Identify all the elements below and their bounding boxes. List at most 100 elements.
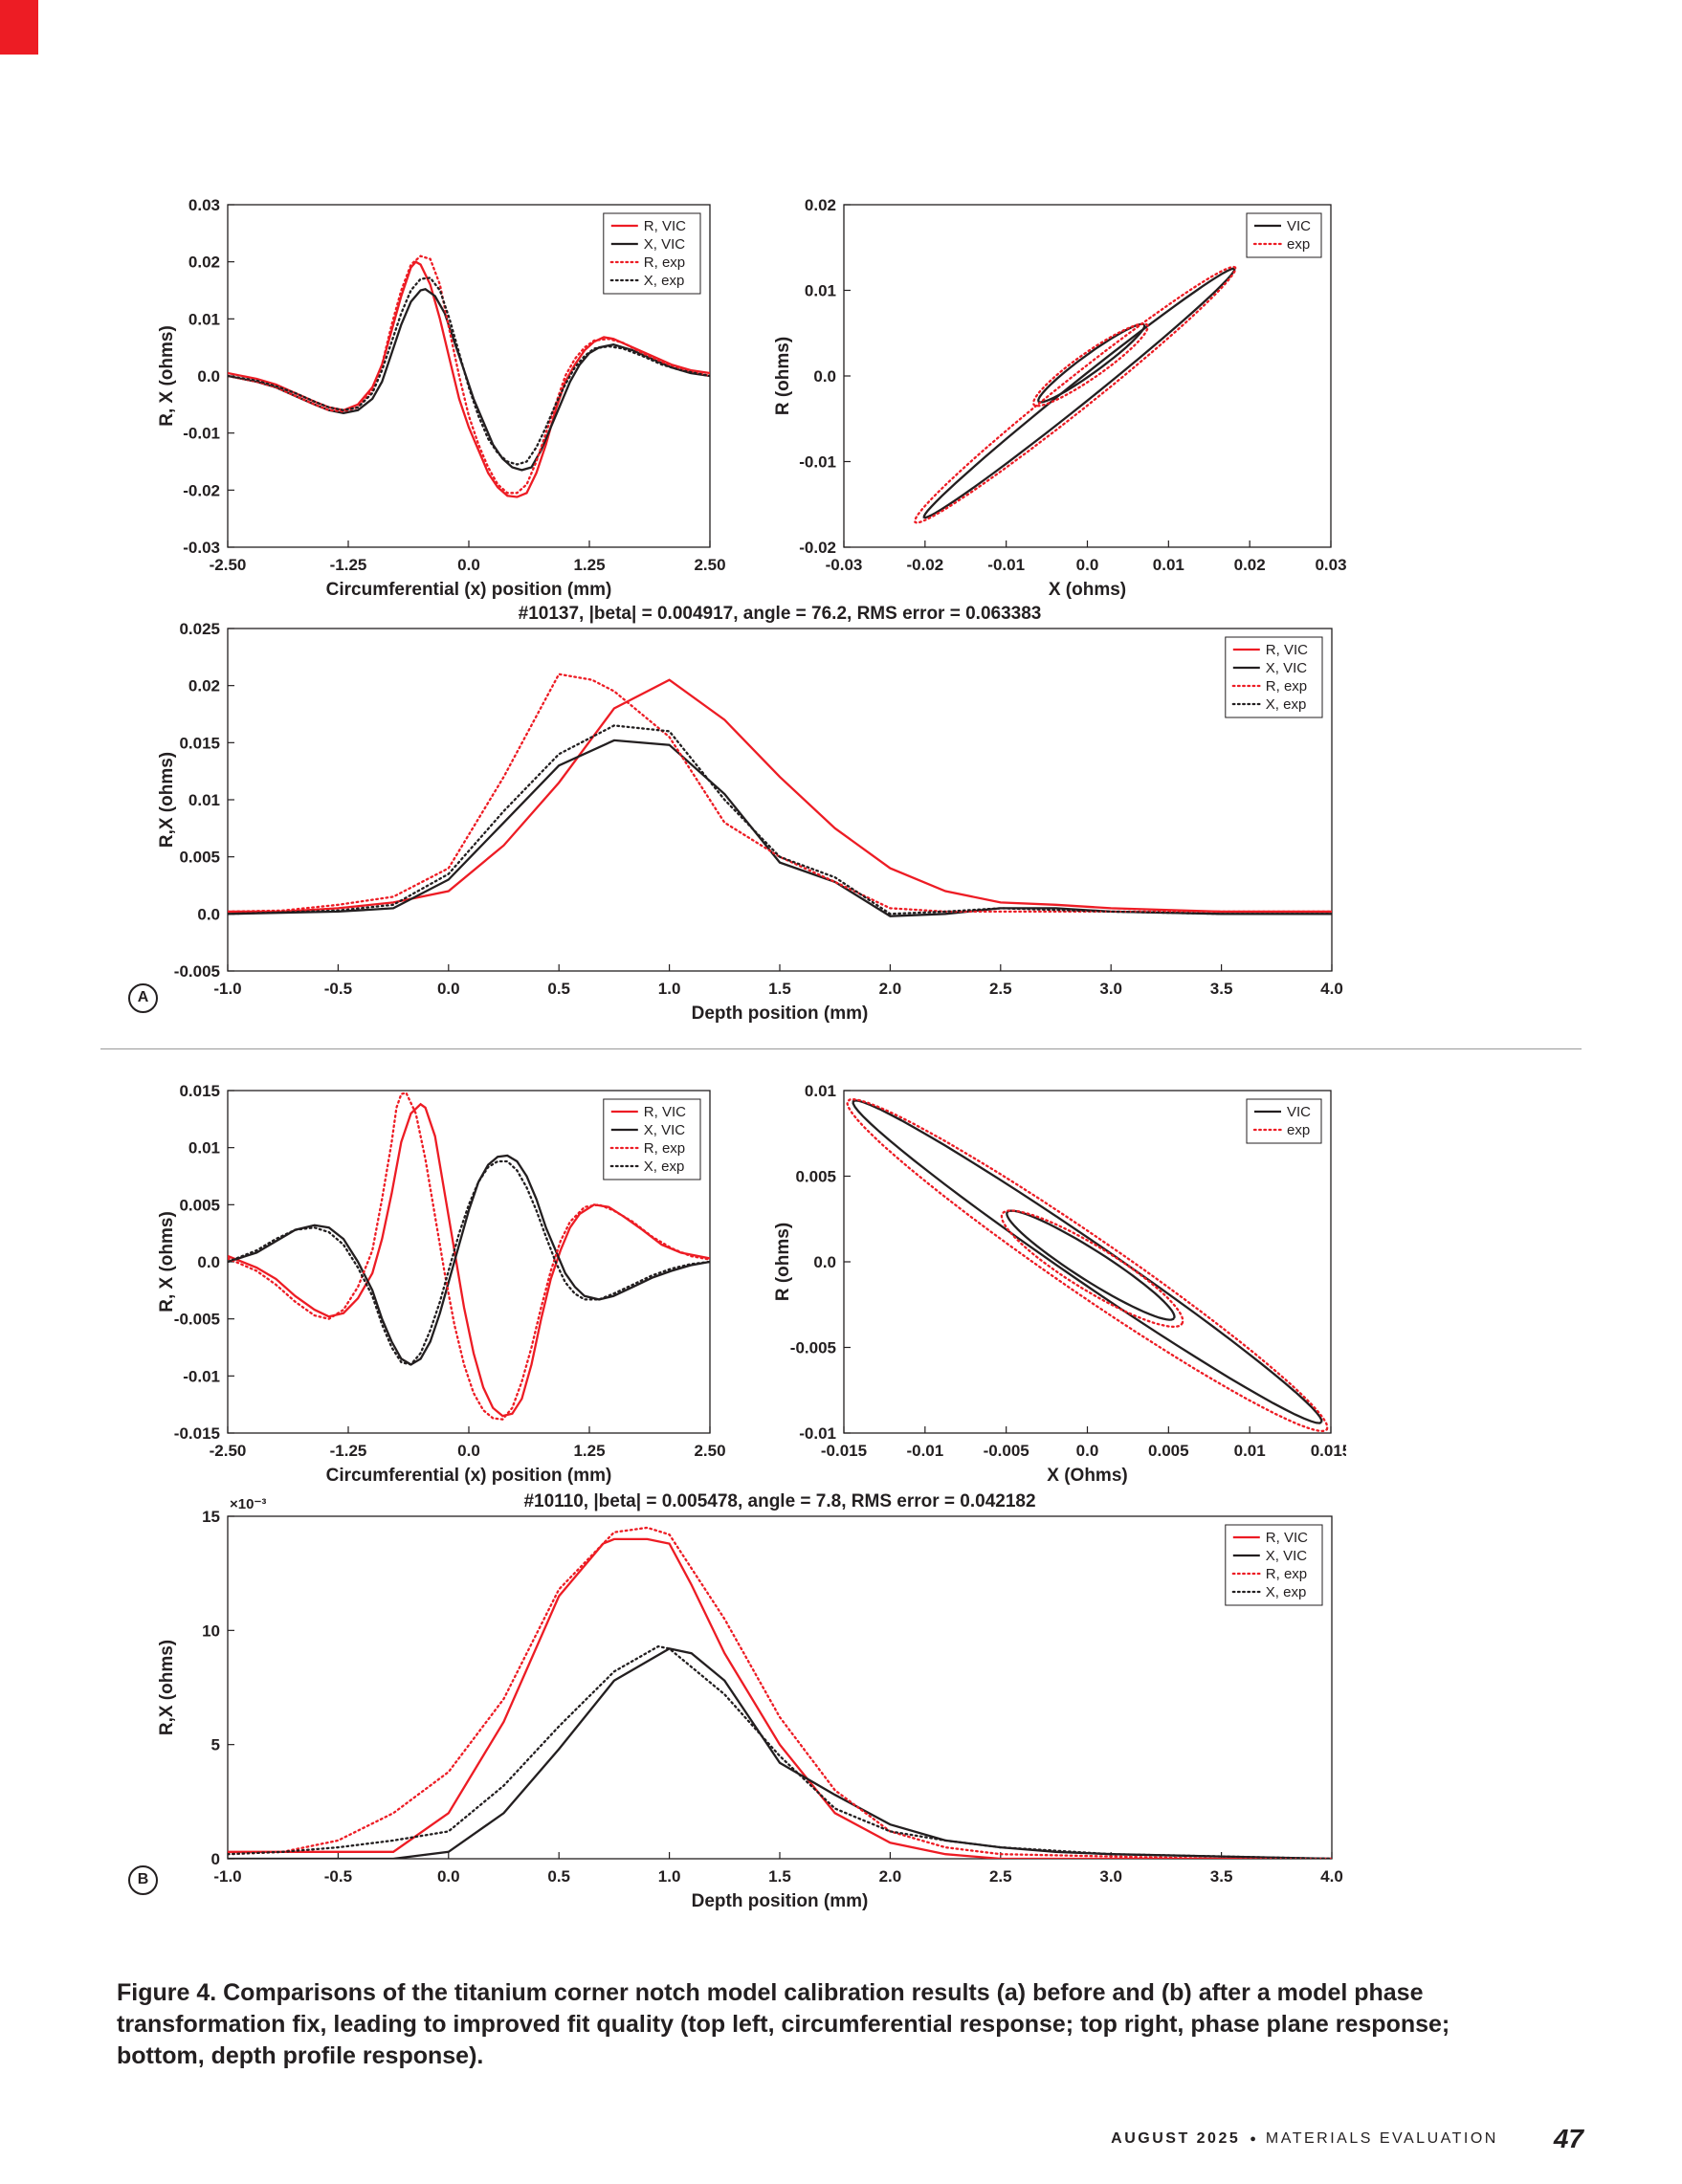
svg-text:0.01: 0.01 [805,282,836,300]
svg-text:3.5: 3.5 [1210,980,1233,998]
svg-text:5: 5 [211,1736,220,1754]
chart-svg-a3: -1.0 -0.5 0.0 0.5 1.0 1.5 2.0 2.5 3.0 3.5 4.0 -0.00… [157,604,1343,1024]
svg-text:2.50: 2.50 [694,556,725,574]
svg-text:0.02: 0.02 [1234,556,1266,574]
svg-text:0.005: 0.005 [179,1196,220,1214]
svg-text:Circumferential (x) position (: Circumferential (x) position (mm) [326,1466,612,1486]
svg-text:-0.015: -0.015 [821,1442,867,1460]
svg-text:1.25: 1.25 [573,1442,605,1460]
chart-depth-profile-after: -1.0 -0.5 0.0 0.5 1.0 1.5 2.0 2.5 3.0 3.5 4.0 0 5 10 1… [151,1489,1347,1920]
svg-text:R (ohms): R (ohms) [773,1223,793,1301]
svg-text:R, exp: R, exp [644,1140,685,1157]
footer-date: AUGUST 2025 [1111,2130,1241,2147]
section-a-label: A [128,983,158,1013]
svg-text:R, exp: R, exp [644,254,685,271]
svg-text:0.015: 0.015 [179,1082,220,1100]
svg-text:0.015: 0.015 [179,734,220,752]
svg-text:0.025: 0.025 [179,620,220,638]
svg-text:-2.50: -2.50 [210,556,247,574]
svg-text:0.5: 0.5 [547,1867,570,1886]
svg-text:-0.005: -0.005 [984,1442,1029,1460]
footer-journal-name: MATERIALS EVALUATION [1265,2130,1498,2147]
svg-text:R, exp: R, exp [1266,678,1307,695]
svg-text:0.0: 0.0 [457,556,480,574]
footer-bullet-icon: ● [1250,2133,1256,2145]
svg-text:R, X (ohms): R, X (ohms) [157,1211,177,1313]
svg-text:-1.0: -1.0 [213,1867,241,1886]
svg-text:-0.01: -0.01 [906,1442,943,1460]
svg-text:R,X (ohms): R,X (ohms) [157,752,177,848]
svg-text:2.0: 2.0 [879,980,902,998]
svg-text:0.01: 0.01 [805,1082,836,1100]
svg-text:0.015: 0.015 [1311,1442,1346,1460]
svg-text:R, VIC: R, VIC [644,218,686,234]
svg-text:-0.5: -0.5 [324,980,352,998]
svg-text:-0.015: -0.015 [174,1424,220,1443]
section-divider [100,1048,1582,1049]
svg-text:R, exp: R, exp [1266,1566,1307,1582]
svg-text:X, exp: X, exp [1266,696,1307,713]
svg-text:-0.02: -0.02 [799,539,836,557]
svg-text:0.005: 0.005 [179,849,220,867]
svg-text:R, VIC: R, VIC [1266,642,1308,658]
svg-text:-0.01: -0.01 [987,556,1025,574]
svg-text:0.01: 0.01 [188,1139,220,1158]
svg-text:0.02: 0.02 [188,254,220,272]
svg-text:0.0: 0.0 [197,367,220,386]
chart-phase-plane-before: -0.03 -0.02 -0.01 0.0 0.01 0.02 0.03 -0.02 -0.01… [767,178,1347,608]
chart-circumferential-after: -2.50 -1.25 0.0 1.25 2.50 -0.015 -0.01 -0.005 0.… [151,1064,726,1494]
svg-text:0.0: 0.0 [197,1253,220,1271]
svg-text:0.0: 0.0 [437,1867,460,1886]
svg-text:0.5: 0.5 [547,980,570,998]
svg-text:-0.01: -0.01 [183,425,220,443]
svg-text:VIC: VIC [1287,218,1311,234]
svg-text:-1.0: -1.0 [213,980,241,998]
svg-text:-2.50: -2.50 [210,1442,247,1460]
svg-text:-1.25: -1.25 [330,556,367,574]
svg-text:2.5: 2.5 [989,980,1012,998]
svg-text:Depth position (mm): Depth position (mm) [692,1891,869,1911]
svg-text:X, exp: X, exp [644,1158,685,1175]
svg-text:0.03: 0.03 [188,196,220,214]
svg-text:0.0: 0.0 [457,1442,480,1460]
chart-phase-plane-after: -0.015-0.01-0.0050.00.0050.010.015-0.01-… [767,1064,1351,1494]
section-b-label: B [128,1865,158,1895]
svg-text:1.5: 1.5 [768,1867,791,1886]
svg-text:0.0: 0.0 [1076,556,1099,574]
chart-svg-a2: -0.03 -0.02 -0.01 0.0 0.01 0.02 0.03-0.02-0.01… [773,196,1347,600]
svg-text:-0.01: -0.01 [799,1424,836,1443]
svg-text:15: 15 [202,1508,220,1526]
chart-svg-b2: -0.015-0.01-0.0050.00.0050.010.015-0.01-… [773,1082,1351,1486]
svg-text:0.005: 0.005 [1148,1442,1189,1460]
svg-text:-0.005: -0.005 [174,1311,220,1329]
svg-text:X, VIC: X, VIC [644,236,686,253]
chart-depth-profile-before: -1.0 -0.5 0.0 0.5 1.0 1.5 2.0 2.5 3.0 3.5 4.0 -0.00… [151,602,1347,1032]
svg-text:X, VIC: X, VIC [1266,660,1308,676]
svg-text:-0.02: -0.02 [183,481,220,499]
page-footer: AUGUST 2025 ● MATERIALS EVALUATION 47 [0,2122,1682,2156]
svg-text:0.01: 0.01 [1234,1442,1266,1460]
svg-text:0.01: 0.01 [188,791,220,809]
figure-caption: Figure 4. Comparisons of the titanium co… [117,1979,1450,2069]
svg-text:exp: exp [1287,1122,1310,1138]
svg-text:-0.03: -0.03 [183,539,220,557]
svg-text:4.0: 4.0 [1320,1867,1343,1886]
svg-text:2.50: 2.50 [694,1442,725,1460]
svg-text:X (Ohms): X (Ohms) [1047,1466,1127,1486]
svg-text:-1.25: -1.25 [330,1442,367,1460]
svg-text:-0.01: -0.01 [183,1367,220,1385]
svg-text:-0.02: -0.02 [906,556,943,574]
svg-text:0.01: 0.01 [188,310,220,328]
svg-text:1.0: 1.0 [658,980,681,998]
svg-text:0.01: 0.01 [1153,556,1184,574]
journal-corner-mark [0,0,38,55]
page-number: 47 [1553,2124,1583,2153]
svg-text:0: 0 [211,1850,220,1868]
svg-text:0.03: 0.03 [1315,556,1346,574]
chart-svg-b1: -2.50 -1.25 0.0 1.25 2.50 -0.015 -0.01 -0.005 0.… [157,1082,726,1486]
svg-text:3.5: 3.5 [1210,1867,1233,1886]
svg-text:0.005: 0.005 [795,1168,836,1186]
svg-text:10: 10 [202,1621,220,1640]
svg-text:0.0: 0.0 [197,905,220,923]
svg-text:#10137, |beta| = 0.004917, ang: #10137, |beta| = 0.004917, angle = 76.2,… [519,604,1042,624]
